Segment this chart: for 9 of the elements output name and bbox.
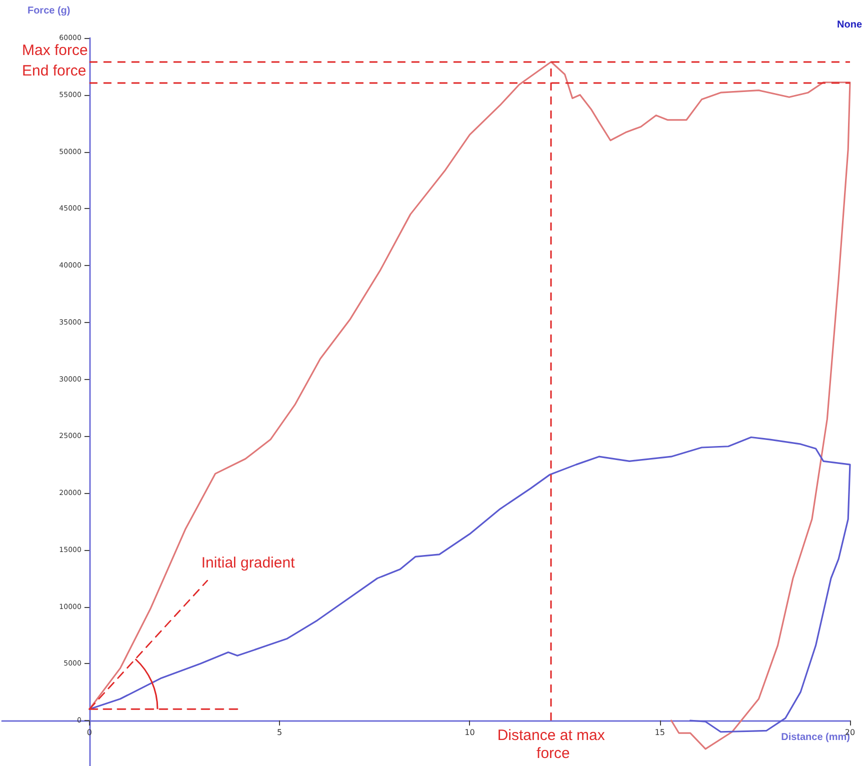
text: None — [837, 20, 862, 30]
ref-line-label: Distance at max force — [497, 727, 606, 762]
x-tick-label: 15 — [654, 728, 665, 737]
ref-line-label: End force — [22, 62, 86, 80]
ref-line-label: Max force — [22, 42, 88, 59]
y-axis-title: Force (g) — [27, 6, 70, 16]
annotation: Initial gradient — [201, 554, 296, 572]
x-tick-label: 5 — [277, 728, 282, 737]
x-tick-label: 10 — [464, 728, 475, 737]
